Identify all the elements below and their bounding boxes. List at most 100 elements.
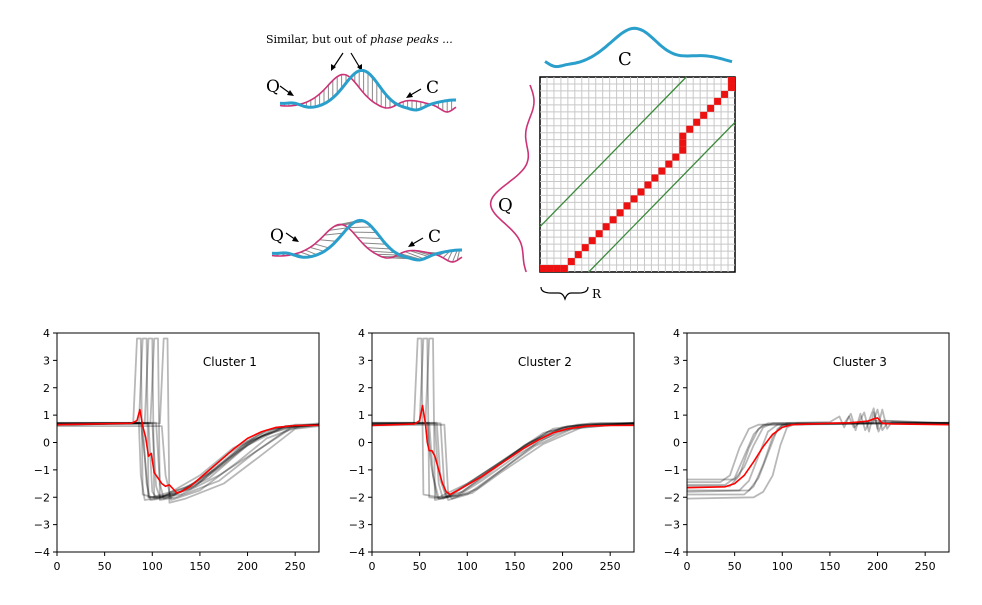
window-band-upper bbox=[539, 76, 687, 228]
warping-path-cell bbox=[672, 153, 680, 161]
cluster-1-chart: −4 −3 −2 −1 0 1 2 3 4 0 50 100 150 200 250 Cluster 1 bbox=[34, 327, 320, 573]
y-tick-label: −1 bbox=[349, 464, 365, 477]
member-series-line bbox=[57, 337, 319, 500]
y-tick-label: 3 bbox=[358, 354, 365, 367]
warping-path-cell bbox=[574, 251, 582, 259]
member-series-line bbox=[372, 337, 634, 499]
y-tick-label: −4 bbox=[34, 546, 50, 559]
member-series-line bbox=[57, 422, 319, 499]
hatch-line bbox=[314, 243, 330, 249]
member-series-line bbox=[372, 421, 634, 501]
warping-path-cell bbox=[728, 83, 735, 91]
warping-path-cell bbox=[616, 209, 624, 217]
y-tick-label: −3 bbox=[34, 519, 50, 532]
dtw-cost-matrix bbox=[539, 76, 736, 273]
hatch-line bbox=[347, 226, 372, 229]
hatch-line bbox=[319, 239, 337, 242]
y-tick-label: 1 bbox=[43, 409, 50, 422]
member-series-line bbox=[372, 337, 634, 500]
warping-path-cell bbox=[560, 265, 568, 272]
warping-path-cell bbox=[679, 132, 687, 140]
member-series-line bbox=[57, 422, 319, 501]
warping-path-cell bbox=[714, 97, 722, 105]
matrix-candidate-series bbox=[544, 26, 733, 69]
peak-arrow-left bbox=[332, 52, 344, 69]
warping-path-cell bbox=[540, 265, 547, 272]
warping-path-cell bbox=[602, 223, 610, 231]
y-tick-label: 0 bbox=[43, 437, 50, 450]
member-series-line bbox=[57, 421, 319, 501]
warping-path-cell bbox=[546, 265, 554, 272]
mean-series-line bbox=[687, 417, 949, 489]
x-tick-label: 100 bbox=[142, 560, 163, 573]
y-tick-label: 1 bbox=[673, 409, 680, 422]
x-tick-label: 150 bbox=[504, 560, 525, 573]
hatch-line bbox=[362, 242, 387, 245]
warp-q-arrowhead bbox=[292, 236, 299, 242]
y-tick-label: 2 bbox=[358, 382, 365, 395]
warping-path-cell bbox=[588, 237, 596, 245]
warping-path-cell bbox=[637, 188, 645, 196]
matrix-c-label: C bbox=[618, 49, 632, 70]
plot-area bbox=[687, 407, 949, 500]
window-band-lower bbox=[588, 121, 736, 273]
warping-window-label: R bbox=[592, 287, 602, 301]
chart-title: Cluster 3 bbox=[833, 355, 887, 369]
member-series-line bbox=[57, 421, 319, 500]
x-tick-label: 100 bbox=[457, 560, 478, 573]
warping-path-cell bbox=[665, 160, 673, 168]
mean-series-line bbox=[372, 404, 634, 496]
warping-path-cell bbox=[686, 125, 694, 133]
y-tick-label: −3 bbox=[349, 519, 365, 532]
warping-path-cell bbox=[595, 230, 603, 238]
warp-q-label: Q bbox=[270, 226, 284, 246]
warping-path-cell bbox=[644, 181, 652, 189]
x-tick-label: 250 bbox=[600, 560, 621, 573]
hatch-line bbox=[328, 227, 349, 231]
x-tick-label: 150 bbox=[189, 560, 210, 573]
cluster-2-chart: −4 −3 −2 −1 0 1 2 3 4 0 50 100 150 200 250 Cluster 2 bbox=[349, 327, 635, 573]
warp-c-label: C bbox=[428, 227, 441, 247]
y-tick-label: 3 bbox=[43, 354, 50, 367]
y-tick-label: 4 bbox=[358, 327, 365, 340]
euclidean-hatch bbox=[283, 70, 453, 112]
y-tick-label: 0 bbox=[358, 437, 365, 450]
peak-arrowhead-left bbox=[331, 64, 336, 71]
chart-title: Cluster 2 bbox=[518, 355, 572, 369]
x-tick-label: 100 bbox=[772, 560, 793, 573]
member-series-line bbox=[57, 422, 319, 499]
warping-path-cell bbox=[567, 258, 575, 266]
warping-path-cell bbox=[581, 244, 589, 252]
y-tick-label: 0 bbox=[673, 437, 680, 450]
member-series-line bbox=[687, 422, 949, 484]
member-series-line bbox=[372, 421, 634, 499]
warping-path-cell bbox=[609, 216, 617, 224]
axes-frame bbox=[56, 332, 320, 553]
c-label: C bbox=[426, 78, 439, 98]
y-tick-label: −4 bbox=[349, 546, 365, 559]
warp-c-arrowhead bbox=[408, 241, 415, 247]
c-arrowhead bbox=[406, 92, 413, 98]
warping-path-cell bbox=[630, 195, 638, 203]
x-tick-label: 0 bbox=[54, 560, 61, 573]
y-tick-label: −1 bbox=[34, 464, 50, 477]
hatch-line bbox=[357, 237, 382, 240]
member-series-line bbox=[57, 337, 319, 504]
hatch-line bbox=[456, 249, 461, 261]
warping-path-cell bbox=[658, 167, 666, 175]
member-series-line bbox=[57, 424, 319, 501]
matrix-q-label: Q bbox=[498, 195, 513, 216]
member-series-line bbox=[687, 421, 949, 493]
warping-path-cell bbox=[707, 104, 715, 112]
y-tick-label: −3 bbox=[664, 519, 680, 532]
plot-area bbox=[372, 337, 634, 501]
y-tick-label: −2 bbox=[349, 491, 365, 504]
axes-frame bbox=[686, 332, 950, 553]
dtw-alignment-diagram: Similar, but out of phase peaks ... Q C … bbox=[266, 26, 736, 301]
warping-path-cell bbox=[693, 118, 701, 126]
x-tick-label: 0 bbox=[684, 560, 691, 573]
q-arrowhead bbox=[287, 90, 294, 96]
y-tick-label: −1 bbox=[664, 464, 680, 477]
chart-title: Cluster 1 bbox=[203, 355, 257, 369]
